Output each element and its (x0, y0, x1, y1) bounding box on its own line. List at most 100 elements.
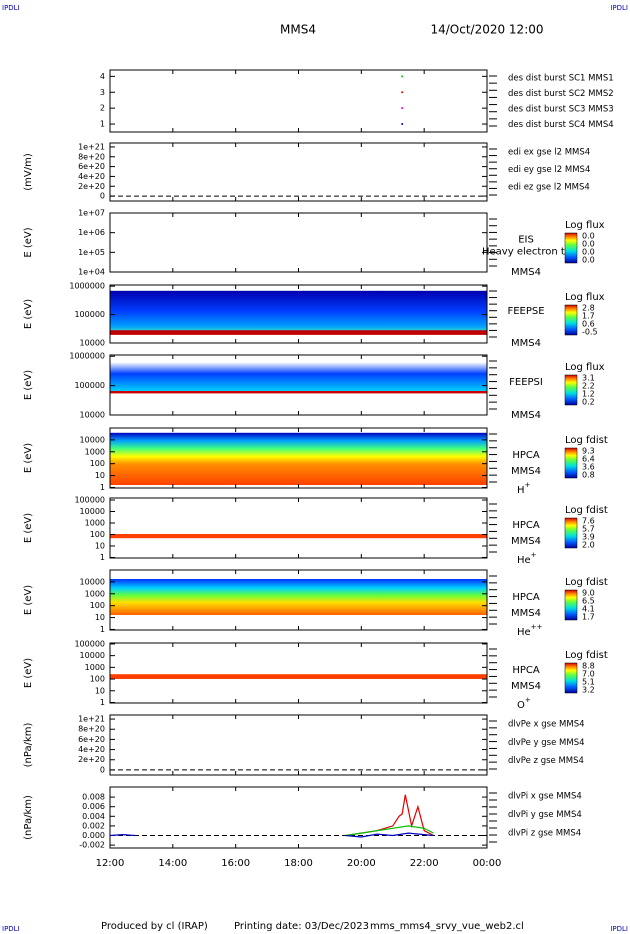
x-tick-label: 14:00 (158, 858, 187, 869)
panel: 1 2 3 4 des dist burst SC1 MMS1 des dist burs… (100, 69, 614, 133)
frame (109, 642, 488, 704)
y-axis-label: E (eV) (23, 513, 34, 543)
legend-entry: des dist burst SC2 MMS2 (508, 89, 614, 99)
frame (109, 69, 488, 133)
y-tick-label: 10000 (80, 577, 105, 586)
y-tick-label: 2e+20 (78, 182, 105, 191)
y-tick-label: 100 (90, 675, 105, 684)
y-axis-label: (mV/m) (23, 153, 34, 191)
colorbar-tick-label: -0.5 (582, 328, 598, 337)
y-tick-label: 100000 (74, 496, 105, 505)
y-axis-label: E (eV) (23, 658, 34, 688)
x-tick-label: 16:00 (221, 858, 250, 869)
spectrogram-band (110, 432, 487, 485)
corner-label: IPDLI (610, 925, 628, 933)
y-axis-label: (nPa/km) (23, 795, 34, 840)
corner-label: IPDLI (2, 4, 20, 12)
colorbar-tick-label: 0.0 (582, 256, 595, 265)
y-tick-label: 1e+21 (78, 715, 105, 724)
y-tick-label: 2 (100, 104, 105, 113)
frame (109, 714, 488, 776)
y-tick-label: 1000 (85, 447, 105, 456)
colorbar (564, 374, 578, 406)
y-axis-label: E (eV) (23, 227, 34, 257)
x-tick-label: 22:00 (410, 858, 439, 869)
colorbar-tick-label: 3.6 (582, 463, 595, 472)
species-name: H (517, 485, 525, 496)
panel: 1 10 100 1000 10000 100000 E (eV) HPCA MMS4 O+ Log… (23, 639, 608, 711)
colorbar (564, 517, 578, 549)
frame (109, 212, 488, 273)
point (401, 91, 404, 94)
colorbar-tick-label: 7.6 (582, 517, 595, 526)
colorbar-tick-label: 6.4 (582, 455, 595, 464)
colorbar-title: Log flux (565, 292, 605, 303)
legend-entry: edi ey gse l2 MMS4 (508, 165, 590, 175)
y-tick-label: 0 (100, 192, 105, 201)
y-tick-label: 0.006 (82, 802, 105, 811)
species-charge: + (525, 481, 531, 489)
colorbar-tick-label: 9.0 (582, 589, 595, 598)
legend-entry: dlvPi y gse MMS4 (508, 810, 582, 820)
instrument: HPCA (512, 665, 540, 676)
colorbar-title: Log flux (565, 362, 605, 373)
y-axis-label: E (eV) (23, 299, 34, 329)
y-tick-label: 10 (95, 613, 105, 622)
y-tick-label: 0.008 (82, 793, 105, 802)
y-tick-label: 1000000 (69, 352, 105, 361)
y-tick-label: -0.002 (79, 841, 105, 850)
y-tick-label: 1e+05 (78, 248, 105, 257)
spacecraft: MMS4 (511, 410, 541, 421)
y-tick-label: 1e+07 (78, 209, 105, 218)
spacecraft: MMS4 (511, 536, 541, 547)
colorbar-tick-label: 0.0 (582, 248, 595, 257)
colorbar-tick-label: 3.1 (582, 374, 595, 383)
y-tick-label: 10 (95, 471, 105, 480)
spacecraft: MMS4 (511, 681, 541, 692)
colorbar-tick-label: 2.2 (582, 382, 595, 391)
colorbar-tick-label: 0.6 (582, 320, 595, 329)
legend-entry: edi ez gse l2 MMS4 (508, 182, 590, 192)
y-tick-label: 10 (95, 541, 105, 550)
x-tick-label: 20:00 (347, 858, 376, 869)
spectrogram-band (110, 330, 487, 335)
y-tick-label: 10 (95, 686, 105, 695)
point (401, 107, 404, 110)
species: H+ (517, 481, 531, 496)
y-tick-label: 1e+21 (78, 142, 105, 151)
spectrogram-band (110, 391, 487, 394)
species-name: He (517, 555, 531, 566)
series-line (109, 832, 434, 838)
point (401, 75, 404, 78)
colorbar-tick-label: 1.7 (582, 312, 595, 321)
species-name: He (517, 627, 531, 638)
colorbar-tick-label: 5.1 (582, 678, 595, 687)
colorbar-title: Log flux (565, 220, 605, 231)
x-tick-label: 12:00 (96, 858, 125, 869)
legend-entry: dlvPe x gse MMS4 (508, 720, 585, 730)
spacecraft: MMS4 (511, 608, 541, 619)
colorbar-tick-label: 1.7 (582, 613, 595, 622)
colorbar (564, 662, 578, 694)
species-charge: + (525, 696, 531, 704)
y-tick-label: 1e+06 (78, 228, 105, 237)
colorbar-title: Log fdist (565, 435, 608, 446)
instrument: HPCA (512, 592, 540, 603)
y-tick-label: 4e+20 (78, 172, 105, 181)
panel: 10000 100000 1000000 E (eV) FEEPSE MMS4 Log fl… (23, 282, 605, 349)
instrument: HPCA (512, 450, 540, 461)
y-tick-label: 1 (100, 120, 105, 129)
legend-entry: des dist burst SC4 MMS4 (508, 120, 614, 130)
footer-producer: Produced by cl (IRAP) (101, 921, 208, 932)
colorbar-tick-label: 8.8 (582, 662, 595, 671)
spacecraft: MMS4 (511, 466, 541, 477)
y-tick-label: 10000 (80, 411, 105, 420)
colorbar (564, 589, 578, 621)
colorbar (564, 232, 578, 264)
series-line (345, 825, 434, 837)
spectrogram-band (110, 290, 487, 333)
